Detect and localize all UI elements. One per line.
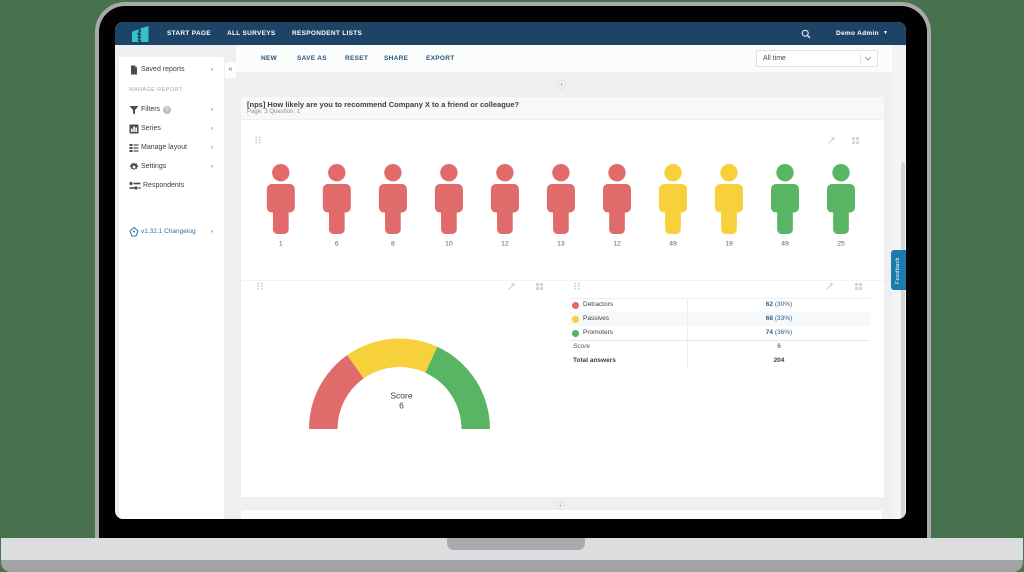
svg-text:49: 49: [781, 241, 789, 248]
svg-text:1: 1: [279, 241, 283, 248]
svg-text:49: 49: [669, 241, 677, 248]
svg-text:Score: Score: [390, 391, 412, 401]
svg-text:10: 10: [445, 241, 453, 248]
svg-text:8: 8: [391, 241, 395, 248]
svg-text:19: 19: [725, 241, 733, 248]
svg-text:12: 12: [501, 241, 509, 248]
svg-text:12: 12: [613, 241, 621, 248]
svg-text:25: 25: [837, 241, 845, 248]
svg-text:13: 13: [557, 241, 565, 248]
svg-text:6: 6: [399, 401, 404, 411]
svg-text:6: 6: [335, 241, 339, 248]
